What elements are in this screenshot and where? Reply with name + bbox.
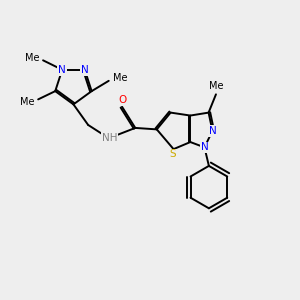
- Text: NH: NH: [102, 133, 117, 143]
- Text: S: S: [170, 149, 176, 159]
- Text: Me: Me: [113, 74, 127, 83]
- Text: N: N: [201, 142, 208, 152]
- Text: Me: Me: [209, 81, 223, 91]
- Text: N: N: [81, 65, 88, 75]
- Text: N: N: [208, 126, 216, 136]
- Text: N: N: [58, 65, 66, 75]
- Text: Me: Me: [20, 97, 34, 107]
- Text: O: O: [118, 95, 126, 105]
- Text: Me: Me: [25, 53, 39, 63]
